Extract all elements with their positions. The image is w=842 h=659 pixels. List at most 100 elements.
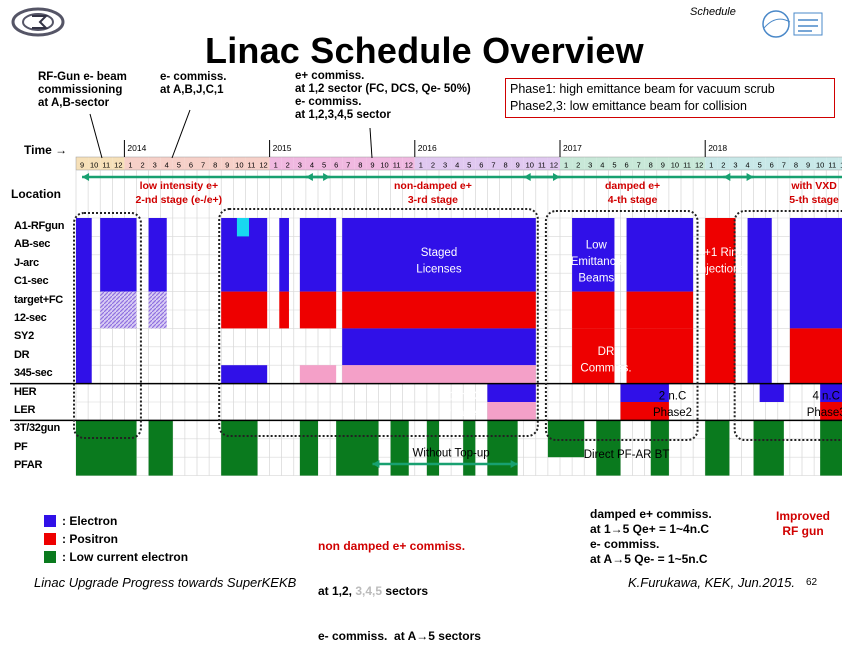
month-cell: [487, 157, 500, 170]
schedule-block-positron: [789, 328, 842, 384]
row-label: SY2: [14, 330, 34, 343]
month-tick: 7: [637, 161, 641, 170]
schedule-block-low_current: [336, 420, 379, 476]
phase-description-box: Phase1: high emittance beam for vacuum s…: [505, 78, 835, 118]
month-tick: 8: [649, 161, 653, 170]
stage-label: 2-nd stage (e-/e+): [136, 194, 223, 206]
month-tick: 12: [114, 161, 122, 170]
chart-annotation: 4+1 Ring: [698, 247, 744, 259]
schedule-block-low_current: [705, 420, 730, 476]
stage-label: 3-rd stage: [408, 194, 458, 206]
month-cell: [124, 157, 137, 170]
month-cell: [499, 157, 512, 170]
month-cell: [717, 157, 730, 170]
month-tick: 12: [405, 161, 413, 170]
phase-line-2: Phase2,3: low emittance beam for collisi…: [510, 99, 747, 113]
month-tick: 3: [443, 161, 447, 170]
month-tick: 9: [661, 161, 665, 170]
schedule-block-electron: [299, 218, 337, 292]
month-tick: 9: [225, 161, 229, 170]
row-label: A1-RFgun: [14, 220, 65, 232]
month-tick: 3: [153, 161, 157, 170]
month-cell: [354, 157, 367, 170]
chart-annotation: Without Top-up: [413, 447, 490, 459]
month-tick: 5: [467, 161, 471, 170]
stage-label: low intensity e+: [140, 180, 218, 192]
month-tick: 6: [189, 161, 193, 170]
row-label: DR: [14, 348, 30, 361]
row-label: J-arc: [14, 256, 39, 269]
stage-label: with VXD: [790, 180, 837, 192]
chart-annotation: Commiss.: [580, 363, 631, 375]
schedule-block-positron: [626, 328, 694, 384]
chart-annotation: 1 n.C: [449, 390, 477, 402]
month-cell: [318, 157, 331, 170]
month-cell: [245, 157, 258, 170]
month-tick: 10: [235, 161, 243, 170]
chart-annotation: Phase2: [653, 407, 692, 419]
schedule-block-electron: [76, 218, 92, 384]
schedule-block-electron: [342, 218, 536, 292]
row-label: 345-sec: [14, 367, 53, 380]
month-tick: 10: [816, 161, 824, 170]
schedule-block-low_current: [426, 420, 439, 476]
legend-swatch-low-current: [44, 551, 56, 563]
month-cell: [656, 157, 669, 170]
month-cell: [596, 157, 609, 170]
nondamped-line-2b: 3,4,5: [355, 584, 383, 598]
schedule-block-low_current: [463, 420, 476, 476]
month-tick: 6: [479, 161, 483, 170]
nondamped-line-2: at 1,2, 3,4,5 sectors: [318, 584, 481, 599]
phase-line-1: Phase1: high emittance beam for vacuum s…: [510, 82, 775, 96]
month-cell: [632, 157, 645, 170]
schedule-block-low_current: [148, 420, 173, 476]
schedule-chart: 9 10 11 12 1 2 3 4 5 6 7 8 9 10 11 12 1 2 3 4 5 6 7 8 9 10 11 12 1 2 3…: [10, 140, 842, 476]
chart-annotation: Phase3: [807, 407, 842, 419]
schedule-block-positron: [299, 291, 337, 329]
month-cell: [705, 157, 718, 170]
stage-arrowhead-left: [82, 173, 90, 181]
month-cell: [160, 157, 173, 170]
pointer-line: [171, 109, 191, 159]
month-cell: [475, 157, 488, 170]
month-cell: [620, 157, 633, 170]
page-number: 62: [806, 577, 818, 588]
month-tick: 4: [745, 161, 749, 170]
year-label: 2015: [273, 143, 292, 153]
month-cell: [197, 157, 210, 170]
month-tick: 8: [503, 161, 507, 170]
chart-annotation: Low: [586, 239, 608, 251]
month-cell: [269, 157, 282, 170]
month-tick: 8: [794, 161, 798, 170]
row-label: LER: [14, 404, 36, 416]
month-cell: [330, 157, 343, 170]
stage-label: 5-th stage: [789, 194, 839, 206]
month-tick: 11: [248, 161, 256, 170]
year-label: 2017: [563, 143, 582, 153]
kek-logo-icon: [11, 7, 65, 37]
month-cell: [148, 157, 161, 170]
month-cell: [814, 157, 827, 170]
row-label: PF: [14, 440, 28, 453]
month-cell: [826, 157, 839, 170]
schedule-block-low_current: [753, 420, 784, 476]
month-cell: [366, 157, 379, 170]
schedule-block-low_current: [820, 420, 842, 476]
month-cell: [777, 157, 790, 170]
schedule-block-low_current: [547, 420, 585, 458]
month-cell: [511, 157, 524, 170]
stage-outline: [733, 210, 842, 441]
month-cell: [88, 157, 101, 170]
month-tick: 6: [624, 161, 628, 170]
stage-label: 4-th stage: [608, 194, 658, 206]
month-tick: 1: [564, 161, 568, 170]
month-cell: [644, 157, 657, 170]
chart-annotation: DR: [598, 346, 615, 358]
month-tick: 11: [683, 161, 691, 170]
nondamped-line-1: non damped e+ commiss.: [318, 539, 466, 553]
month-tick: 10: [526, 161, 534, 170]
time-axis-label: Time →: [24, 143, 68, 157]
schedule-block-electron: [100, 218, 137, 292]
nondamped-line-2a: at 1,2,: [318, 584, 356, 598]
chart-annotation: Licenses: [416, 263, 462, 275]
